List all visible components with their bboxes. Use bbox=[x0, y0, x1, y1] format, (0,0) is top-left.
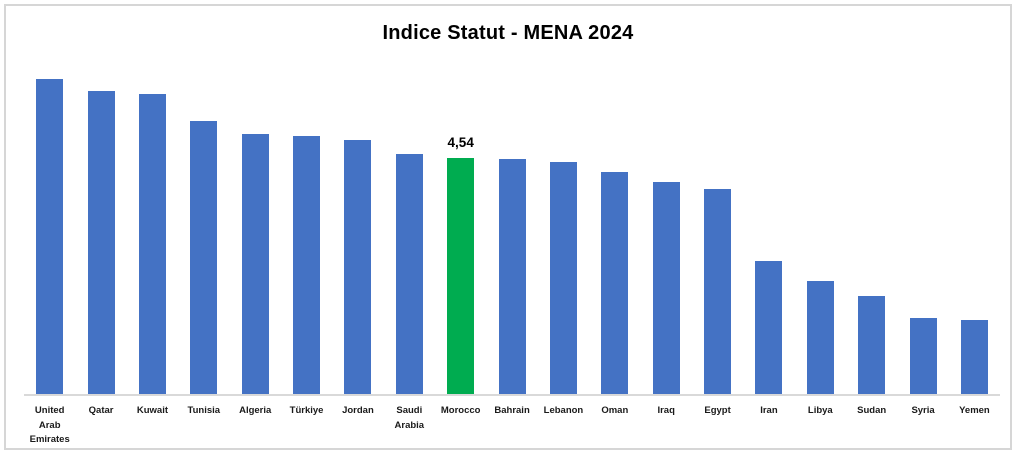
bar-column-saudi-arabia bbox=[384, 66, 435, 394]
bar-column-jordan bbox=[332, 66, 383, 394]
x-axis-label-jordan: Jordan bbox=[342, 405, 374, 416]
bar-kuwait[interactable] bbox=[138, 94, 166, 394]
x-axis-label-morocco: Morocco bbox=[440, 405, 481, 416]
bar-sudan[interactable] bbox=[858, 296, 886, 394]
bar-libya[interactable] bbox=[806, 281, 834, 394]
x-axis-label-iraq: Iraq bbox=[657, 405, 675, 416]
bar-column-iraq bbox=[641, 66, 692, 394]
bar-qatar[interactable] bbox=[87, 91, 115, 394]
bar-united-arab-emirates[interactable] bbox=[36, 79, 64, 394]
x-axis-label-algeria: Algeria bbox=[239, 405, 272, 416]
bar-algeria[interactable] bbox=[241, 134, 269, 394]
bar-column-egypt bbox=[692, 66, 743, 394]
bar-t-rkiye[interactable] bbox=[293, 136, 321, 394]
bar-column-libya bbox=[795, 66, 846, 394]
chart-title: Indice Statut - MENA 2024 bbox=[382, 22, 634, 44]
bar-column-sudan bbox=[846, 66, 897, 394]
bar-egypt[interactable] bbox=[704, 189, 732, 394]
x-axis-label-yemen: Yemen bbox=[959, 405, 990, 416]
x-axis-labels: United Arab Emirates Qatar Kuwait Tunisia Alge… bbox=[24, 404, 1000, 448]
x-axis-label-qatar: Qatar bbox=[88, 405, 114, 416]
x-axis-label-t-rkiye: Türkiye bbox=[289, 405, 324, 416]
data-label-morocco: 4,54 bbox=[447, 135, 474, 150]
bar-oman[interactable] bbox=[601, 172, 629, 394]
bar-yemen[interactable] bbox=[960, 320, 988, 394]
bar-column-yemen bbox=[949, 66, 1000, 394]
x-axis-label-libya: Libya bbox=[807, 405, 833, 416]
bar-tunisia[interactable] bbox=[190, 121, 218, 394]
bar-column-qatar bbox=[75, 66, 126, 394]
x-axis-label-united-arab-emirates: United Arab Emirates bbox=[29, 405, 70, 445]
bar-column-kuwait bbox=[127, 66, 178, 394]
plot-area: 4,54 bbox=[24, 66, 1000, 396]
bar-bahrain[interactable] bbox=[498, 159, 526, 394]
x-axis-label-kuwait: Kuwait bbox=[136, 405, 168, 416]
x-axis-label-oman: Oman bbox=[601, 405, 629, 416]
bar-column-t-rkiye bbox=[281, 66, 332, 394]
x-axis-label-syria: Syria bbox=[911, 405, 935, 416]
x-axis-label-bahrain: Bahrain bbox=[494, 405, 530, 416]
bar-column-lebanon bbox=[538, 66, 589, 394]
x-axis-label-sudan: Sudan bbox=[857, 405, 887, 416]
bar-iraq[interactable] bbox=[652, 182, 680, 394]
bar-column-oman bbox=[589, 66, 640, 394]
bar-syria[interactable] bbox=[909, 318, 937, 394]
bar-column-algeria bbox=[230, 66, 281, 394]
x-axis-label-egypt: Egypt bbox=[704, 405, 731, 416]
bar-column-bahrain bbox=[486, 66, 537, 394]
bar-column-morocco: 4,54 bbox=[435, 66, 486, 394]
bar-morocco[interactable] bbox=[447, 158, 475, 394]
bar-column-iran bbox=[743, 66, 794, 394]
bar-column-syria bbox=[897, 66, 948, 394]
bar-column-united-arab-emirates bbox=[24, 66, 75, 394]
bar-iran[interactable] bbox=[755, 261, 783, 394]
chart-frame: Indice Statut - MENA 2024 4,54 United Ara… bbox=[4, 4, 1012, 450]
bar-lebanon[interactable] bbox=[549, 162, 577, 394]
bar-saudi-arabia[interactable] bbox=[395, 154, 423, 394]
x-axis-label-iran: Iran bbox=[760, 405, 778, 416]
bar-column-tunisia bbox=[178, 66, 229, 394]
x-axis-label-lebanon: Lebanon bbox=[543, 405, 584, 416]
x-axis-label-tunisia: Tunisia bbox=[187, 405, 221, 416]
bar-jordan[interactable] bbox=[344, 140, 372, 394]
x-axis-label-saudi-arabia: Saudi Arabia bbox=[394, 405, 425, 431]
